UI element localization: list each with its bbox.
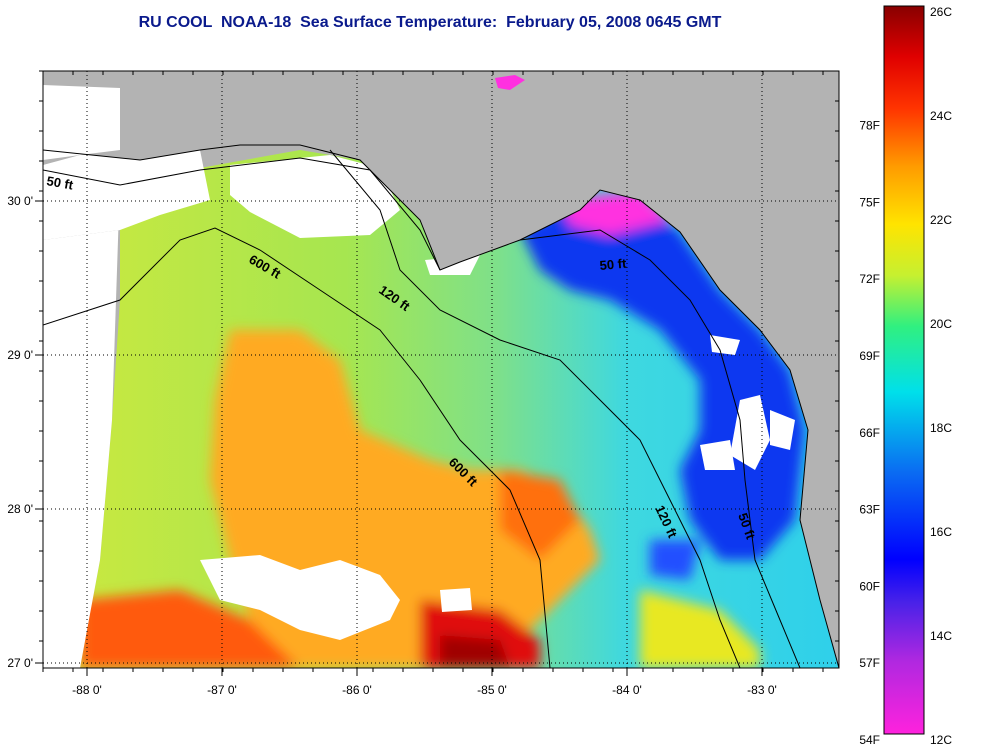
fahrenheit-label: 63F xyxy=(859,503,880,517)
celsius-label: 22C xyxy=(930,213,952,227)
colorbar xyxy=(883,5,925,735)
fahrenheit-label: 54F xyxy=(859,733,880,747)
fahrenheit-label: 66F xyxy=(859,426,880,440)
celsius-label: 12C xyxy=(930,733,952,747)
celsius-label: 26C xyxy=(930,5,952,19)
magenta-blob xyxy=(495,75,525,90)
celsius-label: 16C xyxy=(930,525,952,539)
y-tick-label: 28 0' xyxy=(7,502,33,516)
isobath-label: 50 ft xyxy=(599,256,628,273)
fahrenheit-label: 78F xyxy=(859,119,880,133)
x-tick-label: -87 0' xyxy=(207,683,237,697)
celsius-label: 20C xyxy=(930,317,952,331)
celsius-label: 14C xyxy=(930,629,952,643)
swath-edge xyxy=(43,180,120,668)
fahrenheit-label: 60F xyxy=(859,579,880,593)
fahrenheit-label: 75F xyxy=(859,195,880,209)
y-tick-label: 27 0' xyxy=(7,656,33,670)
x-tick-label: -85 0' xyxy=(477,683,507,697)
inland-mask xyxy=(43,85,120,160)
x-tick-label: -86 0' xyxy=(342,683,372,697)
x-tick-label: -88 0' xyxy=(72,683,102,697)
celsius-label: 18C xyxy=(930,421,952,435)
florida-land xyxy=(43,71,839,668)
fahrenheit-label: 72F xyxy=(859,272,880,286)
colorbar-labels: 78F 75F 72F 69F 66F 63F 60F 57F 54F 26C 24C 22C 20C 1… xyxy=(859,5,952,747)
isobath-lines xyxy=(43,149,801,668)
chart-title: RU COOL NOAA-18 Sea Surface Temperature:… xyxy=(138,14,722,31)
fahrenheit-label: 57F xyxy=(859,656,880,670)
plot-frame xyxy=(42,70,840,669)
coastline xyxy=(43,144,839,668)
x-tick-label: -84 0' xyxy=(612,683,642,697)
graticule xyxy=(43,71,839,668)
isobath-label: 50 ft xyxy=(45,173,75,193)
y-tick-label: 30 0' xyxy=(7,194,33,208)
celsius-label: 24C xyxy=(930,109,952,123)
y-tick-label: 29 0' xyxy=(7,348,33,362)
axis-ticks: -88 0' -87 0' -86 0' -85 0' -84 0' -83 0' 30 0… xyxy=(7,70,839,697)
fahrenheit-label: 69F xyxy=(859,349,880,363)
x-tick-label: -83 0' xyxy=(747,683,777,697)
